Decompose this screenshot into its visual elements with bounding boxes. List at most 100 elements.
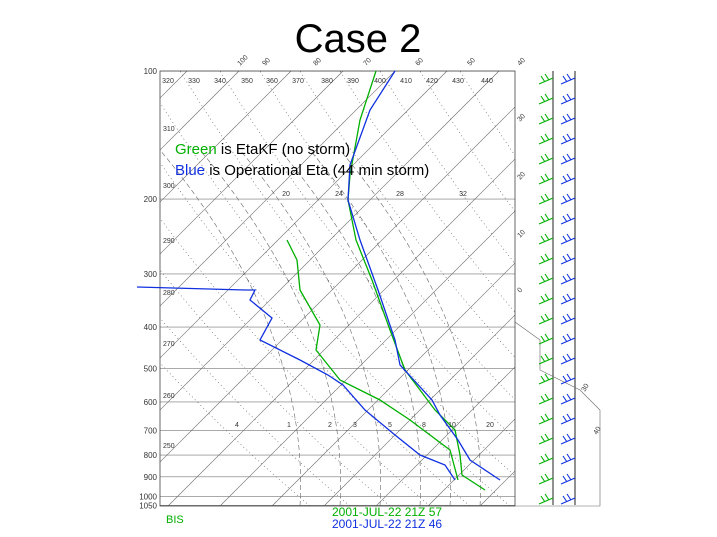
wind-barb	[560, 473, 576, 485]
wind-barb	[538, 113, 554, 125]
theta-label: 400	[374, 78, 386, 85]
isotherm	[219, 210, 515, 506]
isotherm-label: 0	[516, 287, 524, 295]
isotherm	[479, 470, 515, 506]
mixing-label: 20	[282, 191, 290, 198]
isotherm-label: 100	[236, 54, 249, 67]
theta-label: 320	[162, 78, 174, 85]
green-dewpoint	[286, 239, 459, 481]
theta-label: 340	[214, 78, 226, 85]
theta-label: 370	[292, 78, 304, 85]
wind-barb	[538, 313, 554, 325]
wind-barb	[560, 173, 576, 185]
mixing-label: 1	[287, 422, 291, 429]
wind-barb	[538, 453, 554, 465]
wind-barb	[538, 493, 554, 505]
mixing-label: 4	[235, 422, 239, 429]
timestamp: 2001-JUL-22 21Z 46	[332, 517, 442, 531]
wind-barb	[560, 153, 576, 165]
wind-barb	[560, 93, 576, 105]
pressure-label: 600	[144, 398, 158, 407]
dry-adiabat	[160, 217, 431, 506]
dry-adiabat	[339, 71, 515, 313]
wind-barb	[538, 353, 554, 365]
legend-color: Blue	[175, 162, 205, 179]
theta-label: 330	[188, 78, 200, 85]
isotherm-label: 10	[516, 229, 527, 240]
isotherm-label: 40	[516, 57, 527, 68]
mixing-label: 5	[388, 422, 392, 429]
isotherm	[160, 71, 188, 99]
adiabat-label: 280	[163, 290, 175, 297]
theta-label: 410	[400, 78, 412, 85]
isotherm	[0, 71, 135, 506]
adiabat-label: 260	[163, 393, 175, 400]
adiabat-label: 290	[163, 238, 175, 245]
wind-barb	[538, 273, 554, 285]
legend-text: is EtaKF (no storm)	[217, 141, 350, 158]
isotherm	[167, 158, 515, 506]
wind-barb	[538, 213, 554, 225]
isotherm	[160, 71, 500, 411]
isotherm	[271, 262, 515, 506]
pressure-label: 1050	[139, 501, 157, 510]
moist-adiabat	[339, 149, 481, 506]
legend-color: Green	[175, 141, 217, 158]
wind-barb	[560, 273, 576, 285]
wind-barbs	[538, 73, 576, 505]
blue-temperature	[347, 70, 501, 481]
wind-label: 40	[593, 426, 603, 436]
wind-barb	[538, 373, 554, 385]
legend-text: is Operational Eta (44 min storm)	[205, 162, 429, 179]
wind-barb	[560, 193, 576, 205]
wind-barb	[560, 113, 576, 125]
dry-adiabat	[160, 162, 471, 506]
theta-label: 360	[266, 78, 278, 85]
wind-label: 30	[581, 383, 591, 393]
adiabat-label: 250	[163, 443, 175, 450]
wind-barb	[538, 393, 554, 405]
wind-barb	[560, 293, 576, 305]
wind-barb	[560, 373, 576, 385]
wind-barb	[560, 333, 576, 345]
wind-barb	[538, 293, 554, 305]
wind-barb	[538, 93, 554, 105]
wind-barb	[538, 253, 554, 265]
isotherm-label: 60	[414, 57, 425, 68]
isotherm-label: 30	[516, 113, 527, 124]
pressure-label: 300	[144, 270, 158, 279]
wind-barb	[538, 133, 554, 145]
isotherm-label: 70	[362, 57, 373, 68]
wind-barb	[538, 433, 554, 445]
wind-barb	[538, 333, 554, 345]
pressure-label: 100	[144, 67, 158, 76]
wind-barb	[538, 413, 554, 425]
wind-barb	[538, 153, 554, 165]
wind-barb	[560, 73, 576, 85]
dry-adiabat	[299, 71, 515, 358]
wind-barb	[560, 133, 576, 145]
mixing-label: 24	[335, 191, 343, 198]
mixing-label: 10	[448, 422, 456, 429]
pressure-label: 500	[144, 364, 158, 373]
wind-barb	[560, 413, 576, 425]
theta-label: 440	[481, 78, 493, 85]
blue-dewpoint	[136, 286, 456, 481]
mixing-label: 2	[328, 422, 332, 429]
isotherm	[160, 106, 515, 463]
legend-green: Green is EtaKF (no storm)	[175, 141, 350, 158]
isotherm-label: 50	[466, 57, 477, 68]
wind-barb	[560, 493, 576, 505]
theta-label: 380	[321, 78, 333, 85]
mixing-label: 3	[353, 422, 357, 429]
moist-adiabat	[239, 149, 381, 506]
wind-barb	[560, 313, 576, 325]
isotherm	[160, 71, 344, 255]
dry-adiabat	[379, 71, 515, 265]
pressure-label: 1000	[139, 492, 157, 501]
wind-barb	[538, 193, 554, 205]
wind-barb	[560, 453, 576, 465]
adiabat-label: 270	[163, 341, 175, 348]
theta-label: 350	[241, 78, 253, 85]
